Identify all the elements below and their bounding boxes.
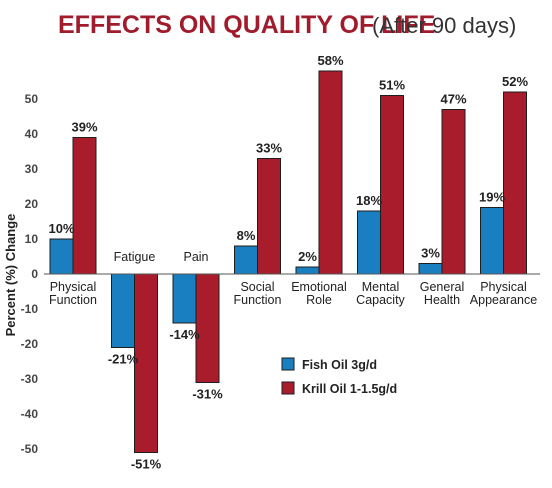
- data-label: -14%: [169, 327, 200, 342]
- data-label: 39%: [71, 120, 97, 135]
- category-label: Health: [424, 293, 460, 307]
- category-label: Social: [240, 280, 274, 294]
- category-label: Mental: [362, 280, 400, 294]
- y-tick-label: 0: [31, 267, 38, 281]
- bars-group: [49, 70, 527, 453]
- bar-fish-oil: [357, 210, 381, 275]
- bar-fish-oil: [172, 273, 197, 324]
- category-label: General: [420, 280, 464, 294]
- data-label: 51%: [379, 78, 405, 93]
- y-tick-label: -20: [21, 337, 39, 351]
- category-label: Capacity: [356, 293, 405, 307]
- bar-krill-oil: [318, 70, 343, 275]
- bar-fish-oil: [295, 266, 320, 275]
- bar-krill-oil: [380, 95, 404, 275]
- y-tick-label: -40: [21, 407, 39, 421]
- category-label: Role: [306, 293, 332, 307]
- category-label: Pain: [183, 250, 208, 264]
- data-label: -21%: [108, 352, 139, 367]
- data-label: 2%: [298, 249, 317, 264]
- y-tick-label: -30: [21, 372, 39, 386]
- data-labels: 10% -21% -14% 8% 2% 18% 3% 19% 39% -51% -31% 33% 58%…: [48, 53, 528, 472]
- y-tick-label: -50: [21, 442, 39, 456]
- data-label: 19%: [479, 190, 505, 205]
- bar-krill-oil: [257, 158, 281, 275]
- data-label: 58%: [317, 53, 343, 68]
- y-tick-label: 30: [25, 162, 39, 176]
- data-label: 47%: [440, 92, 466, 107]
- category-label: Emotional: [291, 280, 347, 294]
- legend-label: Krill Oil 1-1.5g/d: [302, 382, 397, 396]
- category-label: Physical: [50, 280, 97, 294]
- y-tick-label: 20: [25, 197, 39, 211]
- category-label: Appearance: [470, 293, 537, 307]
- chart-subtitle: (After 90 days): [372, 13, 516, 38]
- bar-fish-oil: [480, 207, 504, 275]
- legend-label: Fish Oil 3g/d: [302, 358, 377, 372]
- data-label: 8%: [237, 228, 256, 243]
- bar-fish-oil: [49, 238, 74, 275]
- bar-krill-oil: [503, 91, 527, 275]
- data-label: 10%: [48, 221, 74, 236]
- category-label: Fatigue: [114, 250, 156, 264]
- category-label: Physical: [480, 280, 527, 294]
- legend-swatch-fish-oil: [281, 357, 295, 371]
- data-label: 33%: [256, 141, 282, 156]
- data-label: 18%: [356, 193, 382, 208]
- bar-krill-oil: [441, 109, 466, 275]
- chart-title: EFFECTS ON QUALITY OF LIFE: [58, 11, 435, 39]
- y-tick-label: 50: [25, 92, 39, 106]
- y-tick-label: 40: [25, 127, 39, 141]
- y-tick-label: 10: [25, 232, 39, 246]
- y-tick-label: -10: [21, 302, 39, 316]
- category-label: Function: [49, 293, 97, 307]
- bar-fish-oil: [111, 273, 135, 348]
- data-label: -31%: [192, 387, 223, 402]
- data-label: 52%: [502, 74, 528, 89]
- y-axis-label: Percent (%) Change: [3, 214, 18, 337]
- bar-fish-oil: [418, 263, 443, 275]
- data-label: 3%: [421, 246, 440, 261]
- data-label: -51%: [131, 457, 162, 472]
- bar-krill-oil: [72, 137, 97, 275]
- legend-swatch-krill-oil: [281, 381, 295, 395]
- y-axis-ticks: 50 40 30 20 10 0 -10 -20 -30 -40 -50: [21, 92, 39, 456]
- legend: Fish Oil 3g/d Krill Oil 1-1.5g/d: [281, 357, 397, 396]
- bar-fish-oil: [234, 245, 258, 275]
- category-label: Function: [234, 293, 282, 307]
